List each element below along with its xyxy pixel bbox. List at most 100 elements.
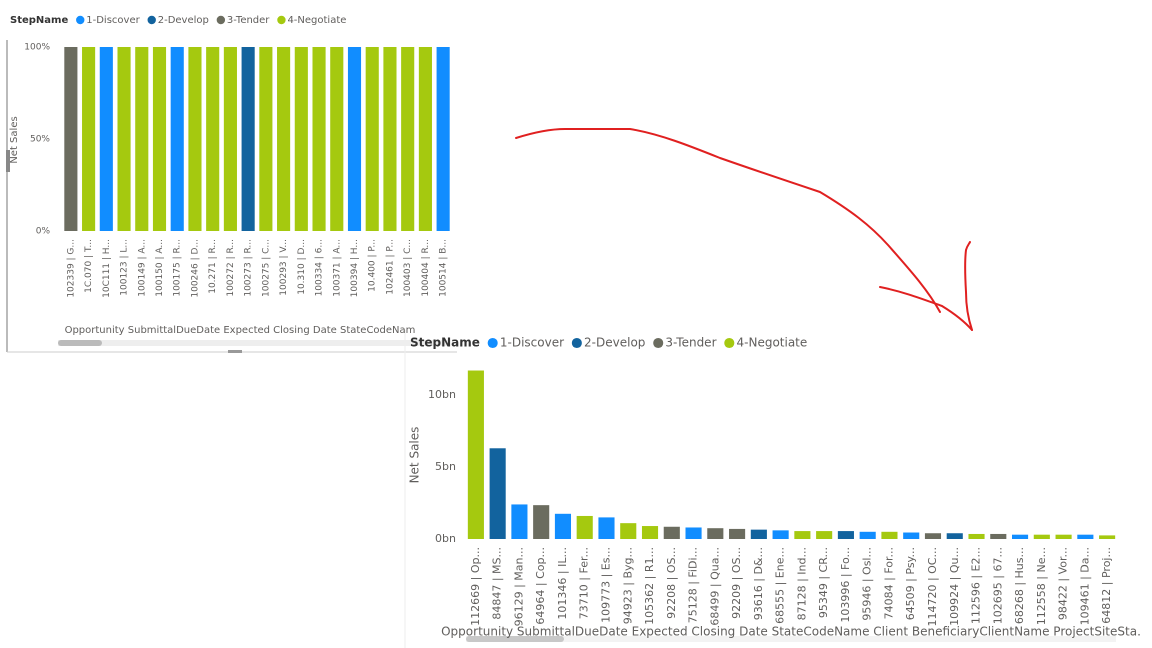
bar <box>330 47 344 231</box>
bar <box>1033 534 1050 539</box>
chart: StepName 1-Discover 2-Develop 3-Tender 4-Neg… <box>9 15 450 336</box>
bar <box>223 47 237 231</box>
scrollbar-track[interactable] <box>466 636 1116 642</box>
x-tick-label: 100150 | A... <box>155 239 165 297</box>
x-tick-label: 92208 | OS... <box>665 547 678 619</box>
bar <box>241 47 255 231</box>
bar <box>188 47 202 231</box>
bar <box>816 531 833 539</box>
x-tick-label: 109461 | Da... <box>1078 547 1091 625</box>
bar <box>1077 534 1094 539</box>
scrollbar-thumb[interactable] <box>58 340 102 346</box>
x-tick-label: 64509 | Psy... <box>904 547 917 620</box>
bar <box>554 513 572 539</box>
bar <box>99 47 113 231</box>
legend-marker <box>76 15 85 25</box>
bar <box>401 47 415 231</box>
y-axis-title: Net Sales <box>408 427 422 484</box>
legend-title: StepName <box>10 15 68 26</box>
bar <box>750 529 767 539</box>
x-tick-label: 74084 | For... <box>882 547 895 619</box>
x-tick-label: 68499 | Qua... <box>708 547 721 626</box>
bar <box>135 47 149 231</box>
bar <box>259 47 273 231</box>
bar <box>707 528 724 539</box>
y-tick-label: 50% <box>30 135 50 145</box>
bar <box>117 47 131 231</box>
annotation-arrow <box>515 128 973 331</box>
legend-marker <box>216 15 226 25</box>
x-tick-label: 112596 | E2... <box>970 547 983 624</box>
bar <box>772 530 789 539</box>
bar <box>859 531 876 539</box>
bar <box>206 47 220 231</box>
bar <box>82 47 96 231</box>
arrow-head <box>964 241 973 331</box>
bar <box>685 527 702 539</box>
y-tick-label: 5bn <box>435 460 456 473</box>
x-tick-label: 100371 | A... <box>332 239 342 297</box>
legend-label: 1-Discover <box>86 15 140 26</box>
bar <box>347 47 362 231</box>
scrollbar-track[interactable] <box>58 340 450 346</box>
x-tick-label: 109773 | Es... <box>599 547 612 623</box>
x-tick-label: 10.400 | P... <box>368 239 378 292</box>
x-tick-label: 10.271 | R... <box>208 239 218 294</box>
x-tick-label: 64812 | Proj... <box>1100 547 1113 624</box>
legend-label: 3-Tender <box>665 336 716 350</box>
bar <box>170 47 184 231</box>
legend-marker <box>487 337 498 349</box>
legend-label: 3-Tender <box>227 15 270 26</box>
bar <box>968 533 985 539</box>
bar <box>312 47 326 231</box>
x-tick-label: 100272 | R... <box>226 239 236 297</box>
bar <box>294 47 308 231</box>
x-tick-label: 68268 | Hus... <box>1013 547 1026 624</box>
x-tick-label: 100404 | R... <box>421 239 431 297</box>
scrollbar-thumb[interactable] <box>466 636 564 642</box>
x-axis-title: Opportunity SubmittalDueDate Expected Cl… <box>65 325 416 336</box>
legend-label: 2-Develop <box>584 336 645 350</box>
x-tick-label: 103996 | Fo... <box>839 547 852 623</box>
x-tick-label: 101346 | IL... <box>556 547 569 620</box>
x-tick-label: 102695 | 67... <box>991 547 1004 624</box>
arrow-head <box>879 286 973 331</box>
chart: StepName 1-Discover 2-Develop 3-Tender 4-Neg… <box>408 336 1141 639</box>
x-tick-label: 100293 | V... <box>279 239 289 296</box>
bar <box>620 523 637 539</box>
x-tick-label: 100275 | C... <box>261 239 271 297</box>
x-tick-label: 105362 | R1... <box>643 547 656 625</box>
legend-marker <box>653 337 664 349</box>
x-tick-label: 94923 | Byg... <box>621 547 634 624</box>
scroll-handle <box>6 150 10 172</box>
x-tick-label: 100514 | B... <box>439 239 449 297</box>
bar <box>1055 534 1072 539</box>
legend-label: 2-Develop <box>158 15 209 26</box>
x-tick-label: 100334 | 6... <box>315 239 325 296</box>
bar <box>837 531 854 539</box>
x-tick-label: 95946 | Osl... <box>861 547 874 621</box>
bar <box>794 531 811 539</box>
x-tick-label: 1C.070 | T... <box>84 239 94 293</box>
x-tick-label: 10C111 | H... <box>102 239 112 298</box>
y-tick-label: 10bn <box>428 388 456 401</box>
y-axis-title: Net Sales <box>9 116 20 163</box>
bar <box>641 526 659 539</box>
x-tick-label: 96129 | Man... <box>512 547 525 626</box>
x-tick-label: 75128 | FiDi... <box>687 547 700 623</box>
y-tick-label: 0bn <box>435 532 456 545</box>
bar <box>467 370 484 539</box>
x-tick-label: 10.310 | D... <box>297 239 307 295</box>
x-tick-label: 102461 | P... <box>385 239 395 295</box>
x-tick-label: 100273 | R... <box>244 239 254 297</box>
x-tick-label: 109924 | Qu... <box>948 547 961 626</box>
bar <box>924 533 942 539</box>
bar <box>576 515 593 539</box>
x-tick-label: 100123 | L... <box>120 239 130 296</box>
bar <box>436 47 450 231</box>
legend-marker <box>724 337 735 349</box>
resize-handle <box>228 350 242 353</box>
bar <box>903 532 920 539</box>
y-tick-label: 100% <box>24 43 50 53</box>
